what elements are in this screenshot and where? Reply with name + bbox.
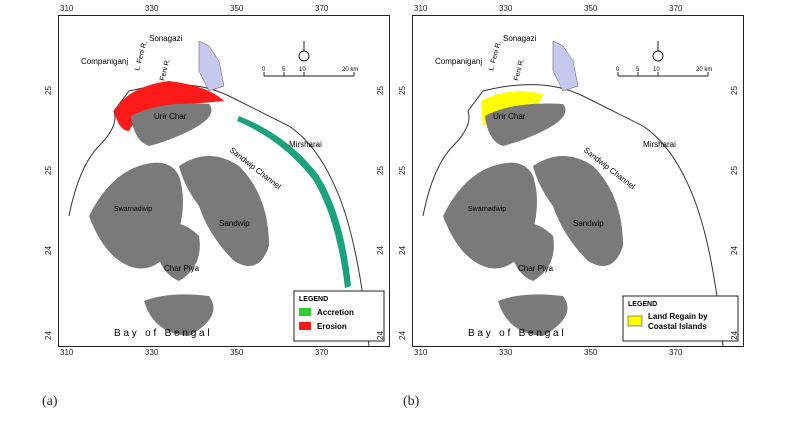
- label-companiganj: Companiganj: [81, 57, 128, 66]
- scale-t3: 20 km: [342, 67, 358, 73]
- xtick-bottom-a-0: 310: [60, 348, 74, 357]
- legend-title: LEGEND: [299, 296, 328, 303]
- coastline-outline: [68, 84, 370, 346]
- ytick-right-b-3: 24: [730, 331, 739, 340]
- xtick-bottom-a-2: 350: [230, 348, 244, 357]
- legend-title: LEGEND: [628, 301, 657, 308]
- map-b-svg: Sonagazi Companiganj L. Feni R. Feni R. …: [422, 34, 739, 346]
- ytick-right-b-1: 25: [730, 166, 739, 175]
- label-feni-r2: Feni R.: [159, 58, 172, 82]
- xtick-top-a-3: 370: [315, 4, 329, 13]
- legend-land-regain-line2: Coastal Islands: [648, 322, 707, 331]
- scale-t1: 5: [282, 67, 286, 73]
- xtick-top-b-3: 370: [669, 4, 683, 13]
- southern-island: [144, 294, 214, 336]
- erosion-area: [114, 81, 224, 131]
- feni-river: [552, 40, 579, 92]
- label-sonagazi: Sonagazi: [149, 34, 183, 43]
- legend-b: LEGEND Land Regain by Coastal Islands: [622, 295, 739, 342]
- scale-bar: 0 5 10 20 km: [262, 67, 358, 77]
- ytick-right-a-0: 25: [376, 86, 385, 95]
- label-urir-char: Urir Char: [154, 112, 187, 121]
- ytick-left-b-1: 25: [398, 166, 407, 175]
- southern-island: [498, 294, 568, 336]
- xtick-top-a-0: 310: [60, 4, 74, 13]
- label-urir-char: Urir Char: [493, 112, 526, 121]
- label-swarnadwip: Swarnadwip: [114, 206, 152, 213]
- ytick-right-a-3: 24: [376, 331, 385, 340]
- xtick-bottom-b-3: 370: [669, 348, 683, 357]
- label-feni-r1: L. Feni R.: [134, 40, 149, 71]
- legend-land-regain-label: Land Regain by Coastal Islands: [648, 312, 710, 331]
- xtick-top-b-1: 330: [499, 4, 513, 13]
- scale-t0: 0: [616, 67, 620, 73]
- map-panel-b: Sonagazi Companiganj L. Feni R. Feni R. …: [412, 15, 744, 347]
- ytick-right-a-2: 24: [376, 246, 385, 255]
- legend-land-regain-line1: Land Regain by: [648, 312, 708, 321]
- label-feni-r2: Feni R.: [513, 58, 526, 82]
- xtick-bottom-a-1: 330: [145, 348, 159, 357]
- label-feni-r1: L. Feni R.: [488, 40, 503, 71]
- xtick-bottom-b-2: 350: [584, 348, 598, 357]
- xtick-top-b-2: 350: [584, 4, 598, 13]
- legend-a: LEGEND Accretion Erosion: [293, 290, 385, 342]
- label-bay-of-bengal: B a y o f B e n g a l: [468, 328, 564, 339]
- label-sandwip: Sandwip: [219, 219, 250, 228]
- ytick-right-b-2: 24: [730, 246, 739, 255]
- ytick-left-a-1: 25: [44, 166, 53, 175]
- label-swarnadwip: Swarnadwip: [468, 206, 506, 213]
- sandwip-island: [179, 156, 269, 266]
- ytick-left-a-0: 25: [44, 86, 53, 95]
- label-bay-of-bengal: B a y o f B e n g a l: [114, 328, 210, 339]
- xtick-bottom-a-3: 370: [315, 348, 329, 357]
- panel-label-a: (a): [42, 394, 58, 409]
- coastline-outline: [422, 84, 724, 346]
- label-mirsharai: Mirsharai: [289, 140, 322, 149]
- scale-t2: 10: [653, 67, 660, 73]
- ytick-left-b-2: 24: [398, 246, 407, 255]
- char-piya-island: [508, 222, 554, 281]
- ytick-left-b-3: 24: [398, 331, 407, 340]
- char-piya-island: [154, 222, 200, 281]
- ytick-left-a-2: 24: [44, 246, 53, 255]
- legend-accretion-label: Accretion: [317, 308, 354, 317]
- scale-t3: 20 km: [696, 67, 712, 73]
- ytick-left-a-3: 24: [44, 331, 53, 340]
- legend-land-regain-swatch: [627, 315, 643, 327]
- urir-char-island: [131, 103, 212, 146]
- xtick-top-a-1: 330: [145, 4, 159, 13]
- legend-accretion-swatch: [299, 308, 311, 316]
- feni-river: [198, 40, 225, 92]
- label-companiganj: Companiganj: [435, 57, 482, 66]
- map-panel-a: Sonagazi Companiganj L. Feni R. Feni R. …: [58, 15, 390, 347]
- scale-bar: 0 5 10 20 km: [616, 67, 712, 77]
- xtick-bottom-b-1: 330: [499, 348, 513, 357]
- xtick-bottom-b-0: 310: [414, 348, 428, 357]
- label-mirsharai: Mirsharai: [643, 140, 676, 149]
- xtick-top-a-2: 350: [230, 4, 244, 13]
- ytick-left-b-0: 25: [398, 86, 407, 95]
- scale-t1: 5: [636, 67, 640, 73]
- scale-t0: 0: [262, 67, 266, 73]
- xtick-top-b-0: 310: [414, 4, 428, 13]
- panel-label-b: (b): [403, 394, 420, 409]
- ytick-right-b-0: 25: [730, 86, 739, 95]
- label-sandwip: Sandwip: [573, 219, 604, 228]
- label-char-piya: Char Piya: [518, 264, 554, 273]
- label-char-piya: Char Piya: [164, 264, 200, 273]
- urir-char-island: [485, 103, 566, 146]
- accretion-band: [237, 116, 351, 288]
- legend-erosion-label: Erosion: [317, 322, 347, 331]
- sandwip-island: [533, 156, 623, 266]
- label-sonagazi: Sonagazi: [503, 34, 537, 43]
- north-arrow-icon: [652, 41, 664, 62]
- north-arrow-icon: [298, 41, 310, 62]
- scale-t2: 10: [299, 67, 306, 73]
- map-a-svg: Sonagazi Companiganj L. Feni R. Feni R. …: [68, 34, 385, 346]
- legend-erosion-swatch: [299, 322, 311, 330]
- ytick-right-a-1: 25: [376, 166, 385, 175]
